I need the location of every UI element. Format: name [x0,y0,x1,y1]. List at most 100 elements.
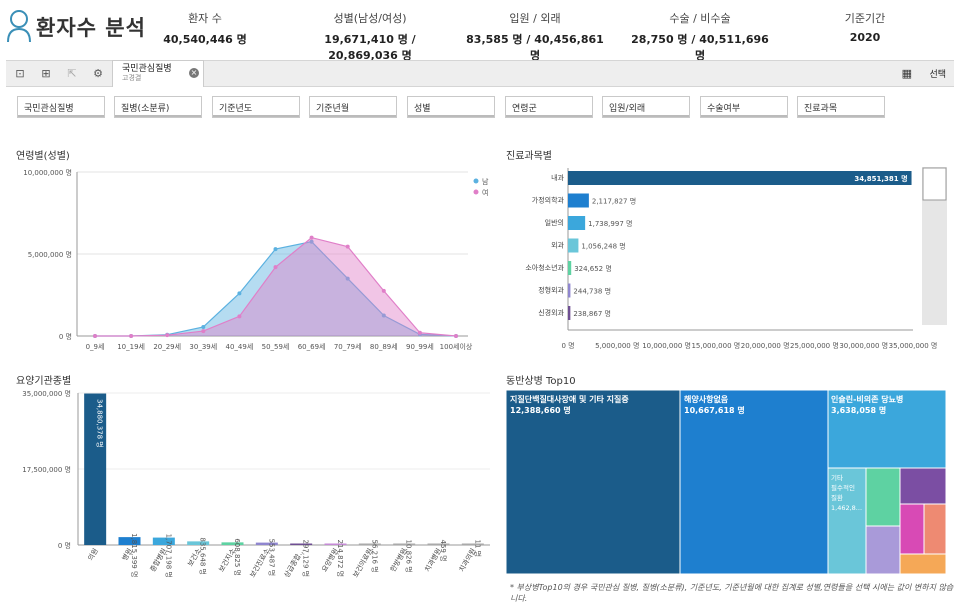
data-point [309,235,314,240]
x-tick-label: 90_99세 [406,342,434,351]
user-avatar-icon [7,10,31,43]
panel-title-institution: 요양기관종별 [16,376,72,387]
bar-value-label: 34,851,381 명 [854,174,907,183]
treemap-cell [506,390,681,575]
x-tick-label: 치과의원 [457,547,478,574]
bar [324,543,347,545]
institution-chart: 35,000,000 명 17,500,000 명 0 명 34,880,378 명의… [22,389,490,579]
x-tick-label: 60_69세 [298,342,326,351]
data-point [93,334,97,338]
data-point [201,329,206,334]
x-tick-label: 70_79세 [334,342,362,351]
y-tick-label: 10,000,000 명 [23,168,72,177]
treemap-cell [865,525,901,575]
treemap-value: 3,638,058 명 [831,405,886,415]
data-point [345,244,350,249]
bar [393,543,416,545]
treemap-label: 지질단백질대사장애 및 기타 지질증 [510,394,629,404]
export-icon[interactable]: ⇱ [67,67,77,80]
x-tick-label: 5,000,000 명 [595,341,639,350]
legend-label: 여 [482,188,488,197]
stat-surgery: 수술 / 비수술 28,750 명 / 40,511,696 명 [631,12,769,62]
stat-inpatient: 입원 / 외래 83,585 명 / 40,456,861 명 [466,12,604,62]
bar [568,306,571,320]
panel-title-dept: 진료과목별 [506,151,552,162]
series-area-0 [95,241,456,336]
category-label: 일반의 [545,218,564,227]
bar-value-label: 553,487 명 [267,539,276,577]
treemap-label: 인슐린-비의존 당뇨병 [831,394,903,404]
filter-3[interactable]: 기준년월 [309,96,397,118]
legend-marker [473,178,479,184]
bar-value-label: 2,117,827 명 [592,197,636,206]
x-tick-label: 0_9세 [86,342,105,351]
tab-interest-disease[interactable]: 국민관심질병 고경결 × [112,60,204,87]
scrollbar-thumb [922,167,947,201]
bar [568,171,912,185]
data-point [345,276,350,281]
data-point [381,313,386,318]
bar-value-label: 1,056,248 명 [581,242,625,251]
filter-7[interactable]: 수술여부 [700,96,788,118]
filter-1[interactable]: 질병(소분류) [114,96,202,118]
select-button[interactable]: 선택 [929,70,946,80]
page-title: 환자수 분석 [36,16,146,40]
panel-title-age: 연령별(성별) [16,151,70,162]
treemap-cell [923,503,946,555]
panel-title-treemap: 동반상병 Top10 [506,376,576,387]
bar [568,283,571,298]
bar-value-label: 10,826 명 [405,540,414,573]
x-tick-label: 10,000,000 명 [642,341,691,350]
treemap-label: 해양사항없음 [684,394,729,404]
x-tick-label: 10_19세 [117,342,145,351]
filter-2[interactable]: 기준년도 [212,96,300,118]
x-tick-label: 25,000,000 명 [790,341,839,350]
filter-8[interactable]: 진료과목 [797,96,885,118]
bar [358,543,381,545]
series-area-1 [95,237,456,336]
data-point [309,239,314,244]
x-tick-label: 40_49세 [226,342,254,351]
bar-value-label: 324,652 명 [574,264,612,273]
zoom-select-icon[interactable]: ⊞ [41,67,51,80]
data-point [273,247,278,252]
data-point [165,333,170,338]
legend-label: 남 [482,177,489,186]
bar [290,543,313,545]
filter-4[interactable]: 성별 [407,96,495,118]
zoom-icon[interactable]: ⊡ [15,67,25,80]
grid-icon[interactable]: ▦ [901,67,912,80]
age-gender-chart: 10,000,000 명 5,000,000 명 0 명 0_9세 10_19세 20_2… [23,168,489,351]
data-point [273,265,278,270]
filter-5[interactable]: 연령군 [505,96,593,118]
x-tick-label: 20_29세 [153,342,181,351]
treemap-cell [899,503,925,555]
x-tick-label: 15,000,000 명 [691,341,740,350]
y-tick-label: 0 명 [59,332,72,341]
header: 환자수 분석 환자 수 40,540,446 명 성별(남성/여성) 19,67… [0,0,960,62]
filter-0[interactable]: 국민관심질병 [17,96,105,118]
y-tick-label: 17,500,000 명 [22,465,71,474]
bar [118,537,141,545]
bar-value-label: 608,825 명 [233,538,242,576]
bar-value-label: 214,872 명 [336,540,345,578]
stat-patients: 환자 수 40,540,446 명 [163,12,247,46]
filter-6[interactable]: 입원/외래 [602,96,690,118]
y-tick-label: 5,000,000 명 [28,250,72,259]
bar-value-label: 238,867 명 [573,309,611,318]
treemap-label: 기타 [831,473,843,482]
category-label: 신경외과 [538,308,564,317]
data-point [454,334,458,338]
treemap-cell [827,390,946,469]
bar [221,542,244,545]
stat-gender: 성별(남성/여성) 19,671,410 명 / 20,869,036 명 [324,12,416,62]
x-tick-label: 100세이상 [440,342,473,351]
settings-icon[interactable]: ⚙ [93,67,103,80]
bar-value-label: 1,815,399 명 [130,533,139,577]
bar [568,193,589,208]
bar [568,238,579,253]
treemap-label: 필수적인 [831,483,855,492]
close-icon[interactable]: × [189,68,199,78]
